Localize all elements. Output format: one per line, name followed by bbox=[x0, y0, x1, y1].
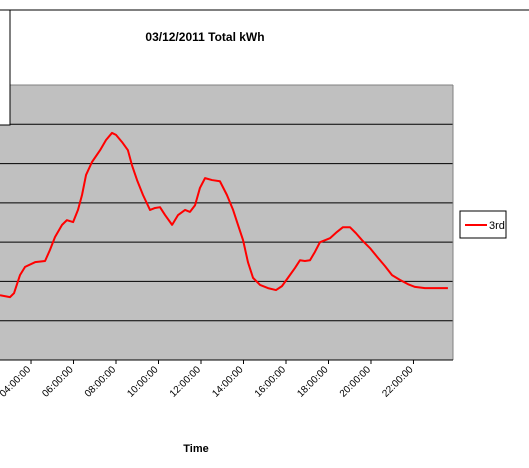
marks bbox=[0, 131, 448, 299]
overlay-box bbox=[0, 9, 11, 126]
legend-label: 3rd bbox=[489, 220, 505, 232]
series-line bbox=[0, 131, 448, 299]
chart-title: 03/12/2011 Total kWh bbox=[145, 30, 264, 44]
plot-area bbox=[0, 85, 453, 360]
legend: 3rd bbox=[459, 210, 507, 239]
x-axis-title: Time bbox=[183, 443, 208, 455]
